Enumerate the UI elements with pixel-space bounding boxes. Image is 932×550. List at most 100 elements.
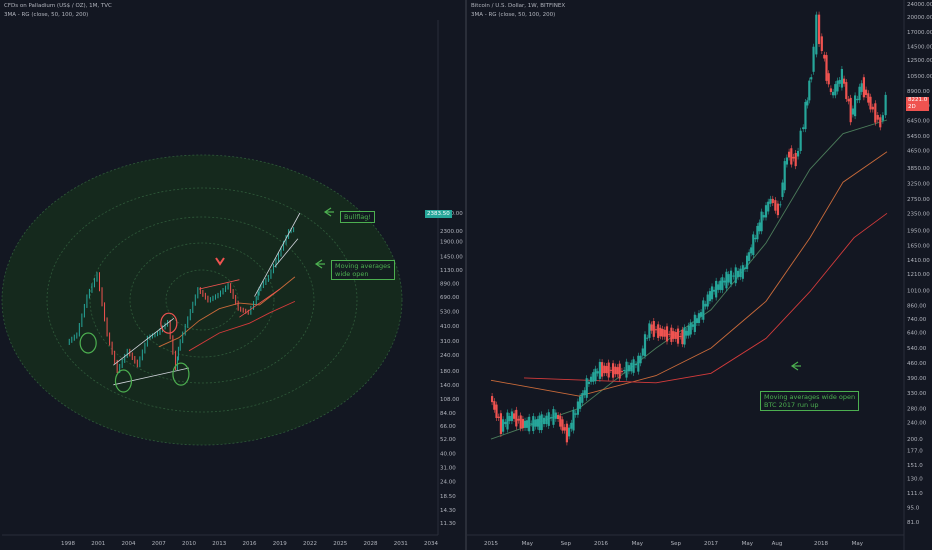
y-tick-label: 10500.00 xyxy=(907,74,932,80)
price-candle xyxy=(790,148,793,165)
price-candle xyxy=(559,415,562,427)
fib-ellipse xyxy=(89,216,315,384)
price-candle xyxy=(856,98,859,101)
y-tick-label: 890.00 xyxy=(440,281,460,287)
price-candle xyxy=(668,333,671,335)
price-candle xyxy=(637,355,640,372)
price-candle xyxy=(771,198,774,204)
price-candle xyxy=(783,161,786,191)
y-tick-label: 2350.00 xyxy=(907,211,930,217)
price-candle xyxy=(612,363,615,378)
y-tick-label: 200.0 xyxy=(907,437,923,443)
price-candle xyxy=(585,378,588,398)
y-tick-label: 1010.00 xyxy=(907,289,930,295)
price-candle xyxy=(858,86,861,101)
price-candle xyxy=(760,211,763,232)
back-arrow-icon xyxy=(323,207,334,217)
y-tick-label: 2300.00 xyxy=(440,229,463,235)
price-candle xyxy=(849,97,852,123)
fib-ellipse xyxy=(165,269,239,331)
y-tick-label: 24.00 xyxy=(440,480,456,486)
y-tick-label: 540.00 xyxy=(907,346,927,352)
price-candle xyxy=(756,225,759,240)
y-tick-label: 1950.00 xyxy=(907,228,930,234)
price-candle xyxy=(792,156,795,159)
palladium-ma-annotation: Moving averages wide open xyxy=(331,260,395,280)
y-tick-label: 390.00 xyxy=(907,376,927,382)
price-candle xyxy=(802,127,805,130)
price-candle xyxy=(723,280,726,283)
x-tick-label: 2001 xyxy=(91,541,105,547)
price-candle xyxy=(532,416,535,432)
price-candle xyxy=(654,329,658,331)
back-arrow-icon xyxy=(314,259,325,269)
price-candle xyxy=(630,362,633,372)
price-candle xyxy=(794,153,797,167)
y-tick-label: 14500.00 xyxy=(907,44,932,50)
price-candle xyxy=(812,46,815,72)
y-tick-label: 1900.00 xyxy=(440,240,463,246)
price-candle xyxy=(732,275,735,277)
price-candle xyxy=(693,314,696,332)
price-candle xyxy=(743,267,747,269)
x-tick-label: May xyxy=(852,541,864,547)
bitcoin-ma-line2: BTC 2017 run up xyxy=(764,401,819,409)
y-tick-label: 1210.00 xyxy=(907,272,930,278)
x-tick-label: 2013 xyxy=(212,541,226,547)
y-tick-label: 1130.00 xyxy=(440,268,463,274)
y-tick-label: 20000.00 xyxy=(907,15,932,21)
y-tick-label: 140.00 xyxy=(440,383,460,389)
x-tick-label: 2025 xyxy=(333,541,347,547)
price-candle xyxy=(659,327,662,337)
y-tick-label: 460.00 xyxy=(907,361,927,367)
price-candle xyxy=(829,88,832,92)
price-candle xyxy=(540,414,543,431)
y-tick-label: 52.00 xyxy=(440,437,456,443)
palladium-chart-pane[interactable]: 1998 2001 2004 2007 2010 2013 2016 2019 2022 2025… xyxy=(0,0,465,550)
y-tick-label: 1450.00 xyxy=(440,254,463,260)
price-candle xyxy=(808,80,811,101)
price-candle xyxy=(871,106,874,110)
bitcoin-chart-pane[interactable]: 2015 May Sep 2016 May Sep 2017 May Aug 2018 May 240… xyxy=(467,0,932,550)
price-candle xyxy=(741,265,744,279)
pane-divider[interactable] xyxy=(465,0,467,550)
price-candle xyxy=(552,409,555,425)
price-candle xyxy=(754,237,757,240)
price-candle xyxy=(715,280,718,298)
x-tick-label: 2019 xyxy=(273,541,287,547)
ma-cross-line xyxy=(239,288,280,318)
price-candle xyxy=(618,363,621,379)
price-candle xyxy=(815,14,818,55)
x-tick-label: 2016 xyxy=(243,541,257,547)
bitcoin-price-tag: 8221.0 2D xyxy=(906,97,930,111)
price-candle xyxy=(708,291,711,302)
price-candle xyxy=(710,286,714,300)
price-candle xyxy=(627,365,630,372)
y-tick-label: 40.00 xyxy=(440,452,456,458)
x-tick-label: 2028 xyxy=(364,541,378,547)
price-candle xyxy=(643,334,647,357)
price-candle xyxy=(884,94,887,116)
x-tick-label: 1998 xyxy=(61,541,75,547)
x-tick-label: 2016 xyxy=(594,541,608,547)
price-candle xyxy=(508,415,511,422)
moving-average-line xyxy=(188,300,296,352)
price-candle xyxy=(561,419,564,431)
price-candle xyxy=(674,332,677,339)
price-candle xyxy=(729,270,733,285)
price-candle xyxy=(650,324,653,331)
price-candle xyxy=(497,416,500,418)
price-candle xyxy=(596,371,599,374)
x-tick-label: 2007 xyxy=(152,541,166,547)
trendline xyxy=(254,212,301,297)
price-candle xyxy=(843,78,846,84)
price-candle xyxy=(687,325,690,336)
y-tick-label: 3850.00 xyxy=(907,166,930,172)
fib-ellipse xyxy=(129,242,275,358)
price-candle xyxy=(625,361,628,378)
price-candle xyxy=(590,376,593,382)
price-candle xyxy=(774,200,777,211)
bullflag-annotation: Bullflag! xyxy=(340,211,375,223)
y-tick-label: 280.00 xyxy=(907,406,927,412)
price-candle xyxy=(804,101,807,130)
